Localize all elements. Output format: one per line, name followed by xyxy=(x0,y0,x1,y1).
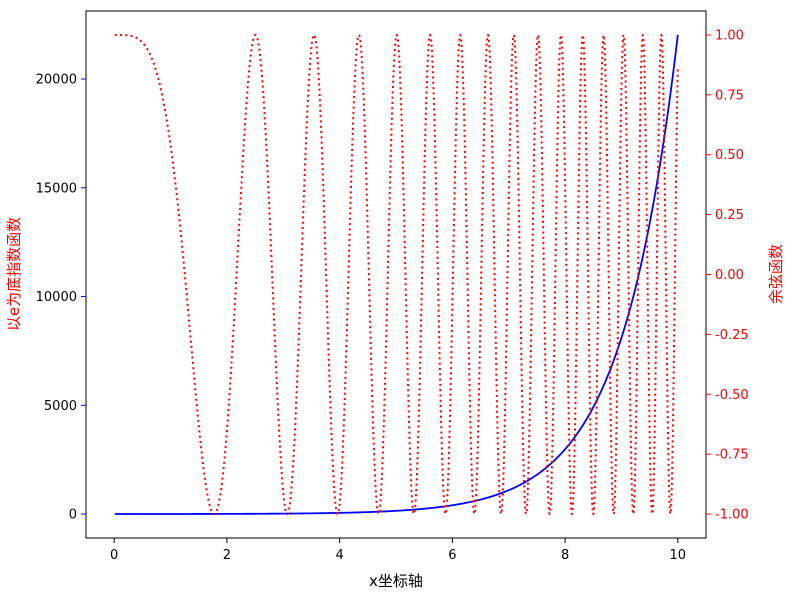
right-y-axis-label: 余弦函数 xyxy=(767,244,785,304)
left-y-tick-label: 5000 xyxy=(44,399,77,414)
x-tick-label: 4 xyxy=(335,548,343,563)
right-y-tick-label: 0.75 xyxy=(715,88,744,103)
right-y-tick-label: -0.25 xyxy=(715,328,749,343)
x-tick-label: 0 xyxy=(110,548,118,563)
right-y-tick-label: 0.25 xyxy=(715,208,744,223)
cos-series-line xyxy=(113,33,679,516)
left-y-tick-label: 10000 xyxy=(36,290,77,305)
x-tick-label: 6 xyxy=(448,548,456,563)
left-y-axis-label: 以e为底指数函数 xyxy=(5,217,23,331)
x-tick-label: 10 xyxy=(670,548,687,563)
right-y-tick-label: 0.00 xyxy=(715,268,744,283)
x-axis-label: x坐标轴 xyxy=(369,572,423,590)
plot-area xyxy=(113,33,679,516)
right-y-tick-label: 0.50 xyxy=(715,148,744,163)
left-y-tick-label: 0 xyxy=(69,508,77,523)
x-tick-label: 2 xyxy=(223,548,231,563)
x-tick-label: 8 xyxy=(561,548,569,563)
exp-series-line xyxy=(114,34,679,515)
left-y-tick-label: 20000 xyxy=(36,73,77,88)
right-y-tick-label: -0.75 xyxy=(715,448,749,463)
right-y-tick-label: -1.00 xyxy=(715,508,749,523)
right-y-tick-label: 1.00 xyxy=(715,28,744,43)
left-y-tick-label: 15000 xyxy=(36,181,77,196)
right-y-tick-label: -0.50 xyxy=(715,388,749,403)
axes: 0 2 4 6 8 10 0 5000 10000 15000 20000 -1.00 -0.75 -0.… xyxy=(36,28,749,563)
